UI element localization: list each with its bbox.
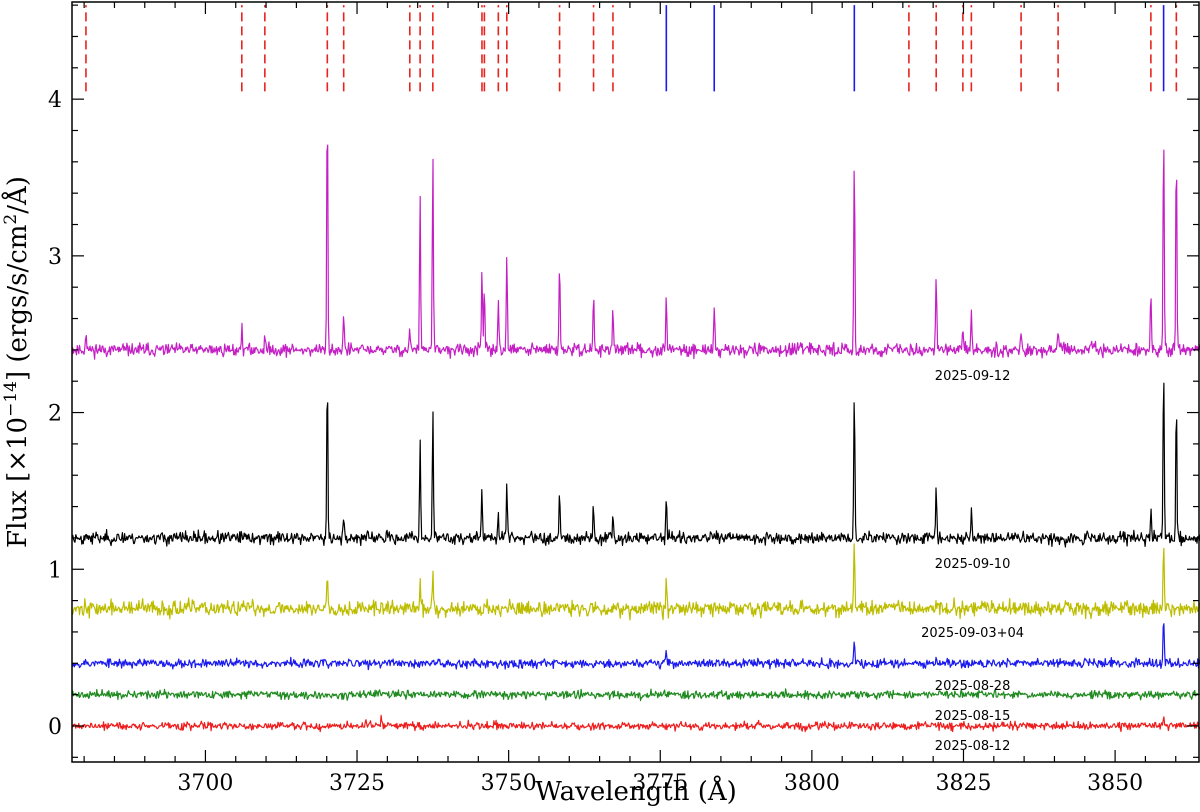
trace-2025-08-15: [71, 688, 1200, 702]
x-tick-label: 3775: [632, 771, 688, 796]
y-tick-label: 1: [48, 558, 62, 583]
y-tick-label: 3: [48, 245, 62, 270]
y-tick-label: 2: [48, 402, 62, 427]
y-axis-title-exponent: −14: [1, 381, 21, 417]
x-tick-label: 3825: [935, 771, 991, 796]
y-axis-title-units: ] (ergs/s/cm: [3, 225, 33, 381]
y-axis-ticks: 0 1 2 3 4: [48, 4, 1199, 758]
trace-labels: 2025-09-12 2025-09-10 2025-09-03+04 2025-08…: [921, 369, 1024, 754]
y-axis-title-units-sup: 2: [1, 214, 21, 225]
trace-label: 2025-08-15: [935, 709, 1011, 724]
x-tick-label: 3725: [329, 771, 385, 796]
trace-label: 2025-09-03+04: [921, 626, 1024, 641]
x-tick-label: 3750: [481, 771, 537, 796]
trace-2025-09-03+04: [71, 543, 1200, 621]
trace-2025-08-12: [71, 714, 1200, 733]
trace-label: 2025-08-12: [935, 739, 1011, 754]
x-tick-label: 3850: [1087, 771, 1143, 796]
x-tick-label: 3800: [784, 771, 840, 796]
x-axis-ticks: 3700 3725 3750 3775 3800 3825 3850: [83, 2, 1177, 796]
trace-2025-09-10: [71, 382, 1200, 548]
y-tick-label: 4: [48, 88, 62, 113]
plot-frame: [71, 1, 1200, 763]
y-tick-label: 0: [48, 715, 62, 740]
y-axis-title-units-end: /Å): [1, 176, 33, 214]
y-axis-title: Flux [×10−14] (ergs/s/cm2/Å): [1, 176, 33, 548]
trace-label: 2025-09-12: [935, 369, 1011, 384]
trace-label: 2025-09-10: [935, 557, 1011, 572]
trace-2025-09-12: [71, 144, 1200, 360]
x-tick-label: 3700: [177, 771, 233, 796]
x-axis-title: Wavelength (Å): [535, 775, 737, 807]
y-axis-title-part: Flux [×10: [3, 417, 33, 548]
trace-2025-08-28: [71, 623, 1200, 671]
spectral-traces: [71, 144, 1200, 733]
line-markers: [85, 5, 1178, 92]
trace-label: 2025-08-28: [935, 679, 1011, 694]
